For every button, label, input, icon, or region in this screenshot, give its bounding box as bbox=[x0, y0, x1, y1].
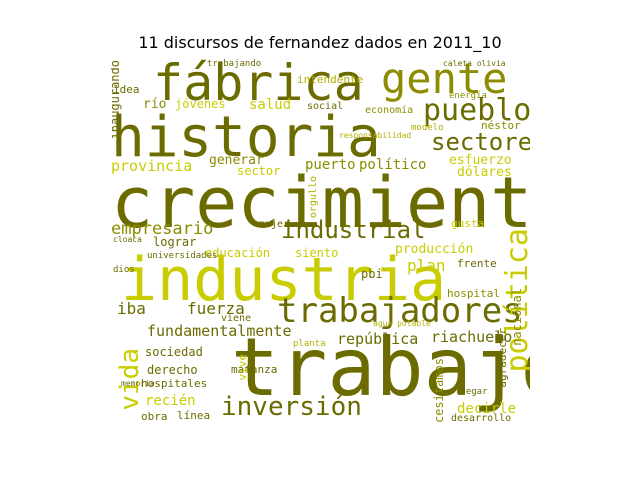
word-energia: energía bbox=[449, 91, 487, 101]
word-iba: iba bbox=[117, 299, 146, 318]
word-obra: obra bbox=[141, 410, 168, 423]
word-republica: república bbox=[337, 330, 419, 348]
word-decirle: decirle bbox=[457, 401, 517, 417]
word-sectores: sectores bbox=[431, 128, 530, 156]
word-matanza: matanza bbox=[231, 363, 278, 376]
chart-title: 11 discursos de fernandez dados en 2011_… bbox=[138, 33, 502, 52]
word-cloud: crecimiento trabajo industria historia f… bbox=[111, 58, 530, 423]
word-necesitamos: necesitamos bbox=[432, 358, 446, 423]
word-memoria: memoria bbox=[121, 379, 155, 388]
word-fundamentalmente: fundamentalmente bbox=[147, 322, 292, 340]
word-politico: político bbox=[359, 157, 427, 173]
word-desarrollo: desarrollo bbox=[451, 413, 512, 424]
word-planta: planta bbox=[293, 339, 326, 349]
word-orgullo: orgullo bbox=[308, 176, 319, 219]
word-recien: recién bbox=[145, 393, 196, 409]
word-economia: economía bbox=[365, 105, 414, 116]
word-viene: viene bbox=[221, 313, 252, 324]
word-trabajando: trabajando bbox=[207, 59, 262, 69]
word-produccion: producción bbox=[395, 242, 474, 257]
word-fabrica: fábrica bbox=[153, 58, 364, 112]
word-frente: frente bbox=[457, 257, 497, 270]
word-gusta: gusta bbox=[451, 217, 485, 230]
word-caleta-olivia: caleta olivia bbox=[443, 59, 506, 68]
word-mujer: mujer bbox=[259, 219, 290, 230]
word-dolares: dólares bbox=[457, 165, 512, 180]
word-historia: historia bbox=[111, 105, 381, 170]
word-responsabilidad: responsabilidad bbox=[339, 131, 412, 140]
word-pueblo: pueblo bbox=[423, 93, 530, 128]
word-universidades: universidades bbox=[147, 251, 218, 261]
word-dios: dios bbox=[113, 265, 135, 275]
word-plan: plan bbox=[407, 256, 446, 275]
word-modelo: modelo bbox=[411, 123, 444, 133]
word-sociedad: sociedad bbox=[145, 345, 203, 359]
word-riachuelo: riachuelo bbox=[431, 328, 513, 346]
word-gente: gente bbox=[381, 58, 508, 103]
word-idea: idea bbox=[113, 83, 140, 96]
word-trabajadores: trabajadores bbox=[277, 291, 523, 331]
word-salud: salud bbox=[249, 97, 292, 113]
word-industrial: industrial bbox=[281, 216, 426, 244]
word-sector: sector bbox=[237, 164, 281, 178]
word-agua-potable: agua potable bbox=[373, 319, 431, 328]
word-nacional: nacional bbox=[510, 288, 524, 346]
word-vive: vive bbox=[236, 354, 249, 381]
word-social: social bbox=[307, 101, 344, 112]
word-intendente: intendente bbox=[297, 73, 364, 86]
word-pbi: pbi bbox=[361, 267, 383, 281]
word-inversion: inversión bbox=[221, 392, 362, 422]
word-crecimiento: crecimiento bbox=[111, 162, 530, 244]
word-educacion: educación bbox=[205, 246, 271, 260]
word-industria: industria bbox=[121, 245, 447, 315]
word-cloaca: cloaca bbox=[113, 235, 142, 244]
word-lograr: lograr bbox=[153, 235, 197, 249]
word-llegar: llegar bbox=[455, 387, 488, 397]
word-rio: río bbox=[143, 97, 167, 112]
word-inaugurando: inaugurando bbox=[111, 60, 122, 140]
word-siento: siento bbox=[295, 246, 339, 260]
word-puerto: puerto bbox=[305, 157, 356, 173]
word-agradecer: agradecer bbox=[496, 328, 509, 388]
word-fuerza: fuerza bbox=[187, 299, 245, 318]
word-jovenes: jóvenes bbox=[175, 97, 226, 111]
word-hospitales: hospitales bbox=[141, 377, 208, 390]
word-trabajo: trabajo bbox=[231, 321, 530, 414]
word-esfuerzo: esfuerzo bbox=[449, 153, 512, 168]
word-provincia: provincia bbox=[111, 157, 193, 175]
word-derecho: derecho bbox=[147, 363, 198, 377]
word-empresario: empresario bbox=[111, 219, 214, 239]
word-generar: generar bbox=[209, 153, 264, 168]
word-linea: línea bbox=[177, 409, 211, 422]
word-nestor: néstor bbox=[481, 119, 521, 132]
word-hospital: hospital bbox=[447, 287, 500, 300]
